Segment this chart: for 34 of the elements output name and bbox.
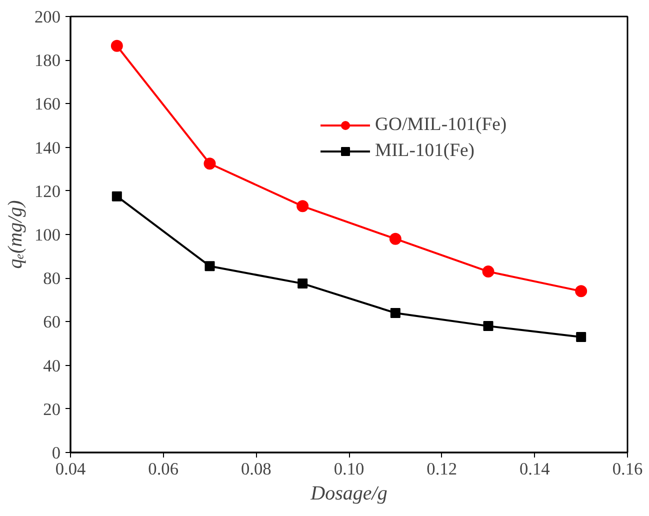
point <box>483 321 494 332</box>
x-tick-label: 0.14 <box>520 460 550 478</box>
y-tick-label: 200 <box>34 8 61 26</box>
y-tick-label: 40 <box>43 356 60 376</box>
x-axis-title: Dosage/g <box>310 482 388 504</box>
point <box>482 266 494 278</box>
y-axis-title: qₑ(mg/g) <box>4 200 27 269</box>
y-tick-label: 140 <box>34 138 61 158</box>
x-tick-label: 0.06 <box>148 460 179 478</box>
point <box>389 232 402 245</box>
x-tick-label: 0.16 <box>612 460 643 478</box>
point <box>298 278 308 289</box>
point <box>112 191 122 202</box>
y-tick-label: 60 <box>43 312 60 332</box>
point <box>204 261 215 272</box>
y-tick-label: 80 <box>43 269 60 288</box>
point <box>110 40 123 52</box>
y-tick-label: 180 <box>34 51 61 70</box>
legend-label: MIL-101(Fe) <box>375 140 474 162</box>
y-tick-label: 0 <box>52 444 61 462</box>
x-tick-label: 0.12 <box>426 460 457 478</box>
point <box>575 285 588 298</box>
y-tick-label: 20 <box>43 400 60 419</box>
point <box>296 200 309 212</box>
point <box>390 308 400 318</box>
point <box>576 332 586 342</box>
x-tick-label: 0.10 <box>334 460 364 478</box>
x-tick-label: 0.08 <box>241 460 272 478</box>
y-tick-label: 160 <box>34 94 61 114</box>
y-tick-label: 120 <box>34 182 61 201</box>
y-tick-label: 100 <box>34 226 61 244</box>
point <box>204 158 216 170</box>
legend-label: GO/MIL-101(Fe) <box>375 114 507 136</box>
x-tick-label: 0.04 <box>55 460 86 478</box>
